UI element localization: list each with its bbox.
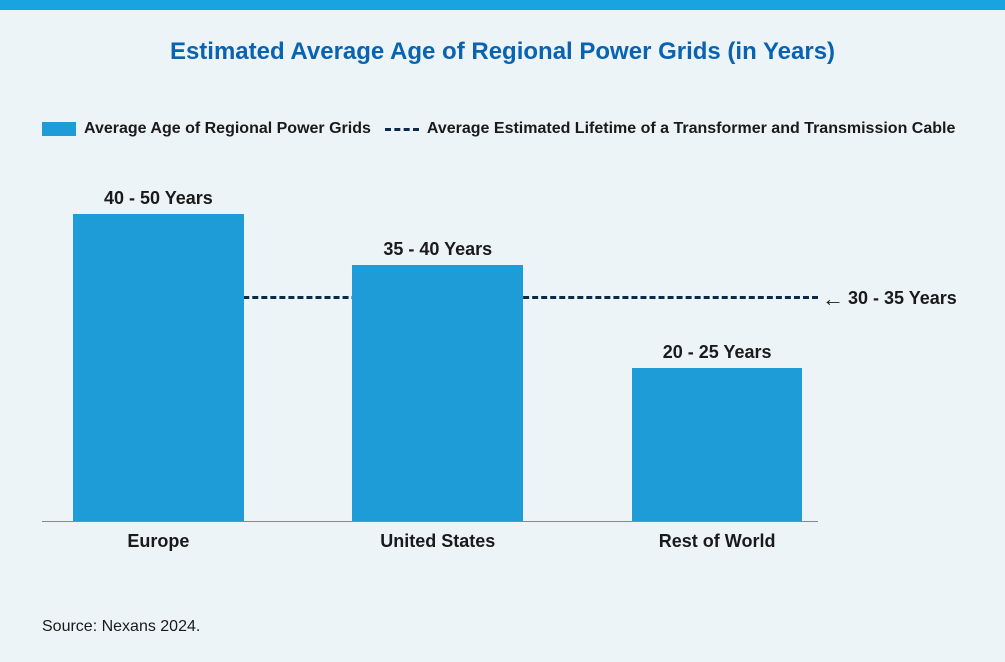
category-label: Europe xyxy=(127,531,189,552)
bar-value-label: 35 - 40 Years xyxy=(352,239,523,260)
bar: 35 - 40 Years xyxy=(352,265,523,521)
top-accent-bar xyxy=(0,0,1005,10)
legend-swatch-bar xyxy=(42,122,76,136)
reference-label-group: ← 30 - 35 Years xyxy=(822,288,957,310)
legend-swatch-dash xyxy=(385,128,419,131)
bar: 40 - 50 Years xyxy=(73,214,244,521)
plot-region: 40 - 50 YearsEurope35 - 40 YearsUnited S… xyxy=(42,180,818,522)
chart-area: 40 - 50 Years Europe 35 - 40 Years United S… xyxy=(42,160,963,562)
reference-label: 30 - 35 Years xyxy=(848,288,957,309)
legend-ref-label: Average Estimated Lifetime of a Transfor… xyxy=(427,120,955,138)
arrow-left-icon: ← xyxy=(822,288,844,310)
chart-title: Estimated Average Age of Regional Power … xyxy=(0,38,1005,66)
category-label: United States xyxy=(380,531,495,552)
legend-series-label: Average Age of Regional Power Grids xyxy=(84,120,371,138)
legend: Average Age of Regional Power Grids Aver… xyxy=(42,120,955,138)
bar-value-label: 40 - 50 Years xyxy=(73,188,244,209)
source-text: Source: Nexans 2024. xyxy=(42,618,200,636)
category-label: Rest of World xyxy=(659,531,776,552)
bar-value-label: 20 - 25 Years xyxy=(632,342,803,363)
bar: 20 - 25 Years xyxy=(632,368,803,521)
